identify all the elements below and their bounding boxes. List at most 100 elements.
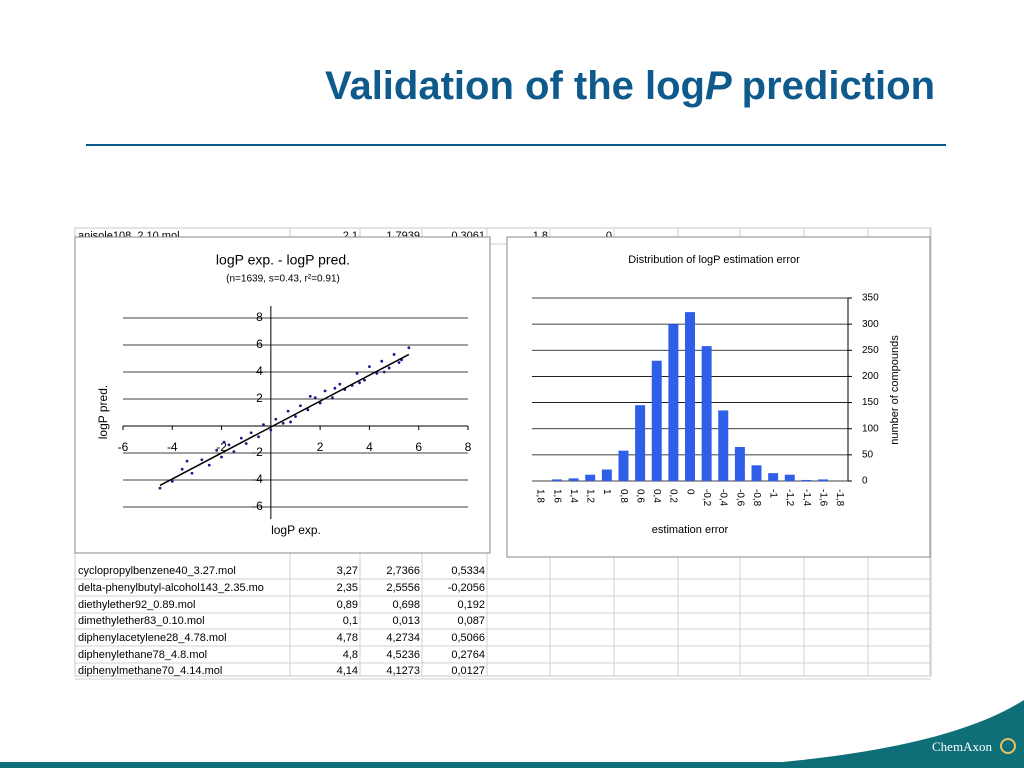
bar [601, 469, 612, 481]
cell: 0,89 [337, 599, 358, 611]
x-tick-label: -0,8 [751, 489, 762, 507]
y-tick-label: -6 [252, 499, 263, 513]
cell: 2,35 [337, 582, 358, 594]
y-tick-label: 350 [862, 293, 879, 304]
bar [718, 410, 729, 481]
cell: 4,1273 [386, 665, 420, 677]
point [363, 378, 366, 382]
point [257, 435, 260, 439]
bar [585, 474, 596, 481]
bar [668, 324, 679, 481]
scatter-panel [74, 236, 491, 554]
x-tick-label: 0,2 [668, 489, 679, 503]
y-tick-label: 300 [862, 319, 879, 330]
point [207, 463, 211, 467]
point [380, 359, 384, 363]
cell: 0,1 [343, 615, 358, 627]
x-tick-label: -0,2 [701, 489, 712, 507]
point [318, 401, 322, 405]
y-tick-label: 4 [256, 364, 263, 378]
logo: ChemAxon [932, 739, 992, 754]
cell: 3,27 [337, 565, 358, 577]
point [289, 420, 292, 424]
cell: 0,192 [457, 599, 485, 611]
x-tick-label: 0 [684, 489, 695, 495]
point [286, 409, 290, 413]
point [407, 346, 411, 350]
y-tick-label: -4 [252, 472, 263, 486]
point [200, 458, 204, 462]
point [387, 366, 391, 370]
point [392, 353, 396, 356]
bar [701, 346, 712, 481]
bar [651, 360, 662, 481]
cell: 4,2734 [386, 632, 420, 644]
x-tick-label: -1,6 [817, 489, 828, 507]
cell: 4,14 [337, 665, 358, 677]
point [170, 479, 174, 483]
point [281, 421, 285, 425]
point [306, 408, 310, 412]
x-tick-label: -1,2 [784, 489, 795, 507]
cell: 4,5236 [386, 649, 420, 661]
y-tick-label: 200 [862, 371, 879, 382]
cell: 0 [606, 230, 612, 242]
cell: 2,5556 [386, 582, 420, 594]
x-tick-label: -4 [167, 440, 178, 454]
bar [568, 478, 579, 481]
point [338, 382, 342, 386]
footer-strip [0, 762, 1024, 768]
cell: 0,0127 [451, 665, 485, 677]
point [375, 371, 379, 375]
x-tick-label: -1 [768, 489, 779, 498]
point [355, 371, 359, 375]
cell: delta-phenylbutyl-alcohol143_2.35.mo [78, 582, 264, 594]
point [274, 417, 278, 421]
x-tick-label: 6 [415, 440, 422, 454]
y-axis-label: number of compounds [889, 335, 901, 445]
point [158, 486, 162, 490]
point [220, 455, 223, 459]
cell: 0,087 [457, 615, 485, 627]
cell: 2,7366 [386, 565, 420, 577]
bar [751, 465, 762, 481]
point [368, 365, 371, 368]
point [382, 370, 386, 374]
cell: diethylether92_0.89.mol [78, 599, 195, 611]
x-axis-label: logP exp. [271, 523, 321, 537]
x-tick-label: 1 [601, 489, 612, 495]
x-tick-label: 1,4 [568, 489, 579, 503]
bar [818, 479, 829, 481]
point [185, 459, 189, 463]
bar [551, 479, 562, 481]
point [308, 394, 312, 398]
bar [685, 312, 695, 481]
y-tick-label: 6 [256, 337, 263, 351]
x-tick-label: 1,6 [551, 489, 562, 503]
bar-panel [506, 236, 931, 558]
x-tick-label: 2 [317, 440, 324, 454]
bar [734, 447, 745, 481]
point [313, 396, 317, 400]
x-axis-label: estimation error [652, 524, 729, 536]
x-tick-label: -6 [118, 440, 129, 454]
point [358, 381, 361, 385]
title-part: prediction [742, 64, 935, 108]
y-tick-label: -2 [252, 445, 263, 459]
y-tick-label: 100 [862, 423, 879, 434]
x-tick-label: 0,4 [651, 489, 662, 503]
chart-title: Distribution of logP estimation error [628, 254, 800, 266]
x-tick-label: -1,8 [834, 489, 845, 507]
cell: 4,8 [343, 649, 358, 661]
point [269, 428, 273, 432]
footer-wave [700, 700, 1024, 768]
x-tick-label: 8 [465, 440, 472, 454]
cell: 0,5334 [451, 565, 485, 577]
cell: 0,013 [392, 615, 420, 627]
y-tick-label: 150 [862, 397, 879, 408]
x-tick-label: 1,8 [535, 489, 546, 503]
cell: cyclopropylbenzene40_3.27.mol [78, 565, 236, 577]
x-tick-label: 0,6 [634, 489, 645, 503]
point [227, 443, 231, 447]
